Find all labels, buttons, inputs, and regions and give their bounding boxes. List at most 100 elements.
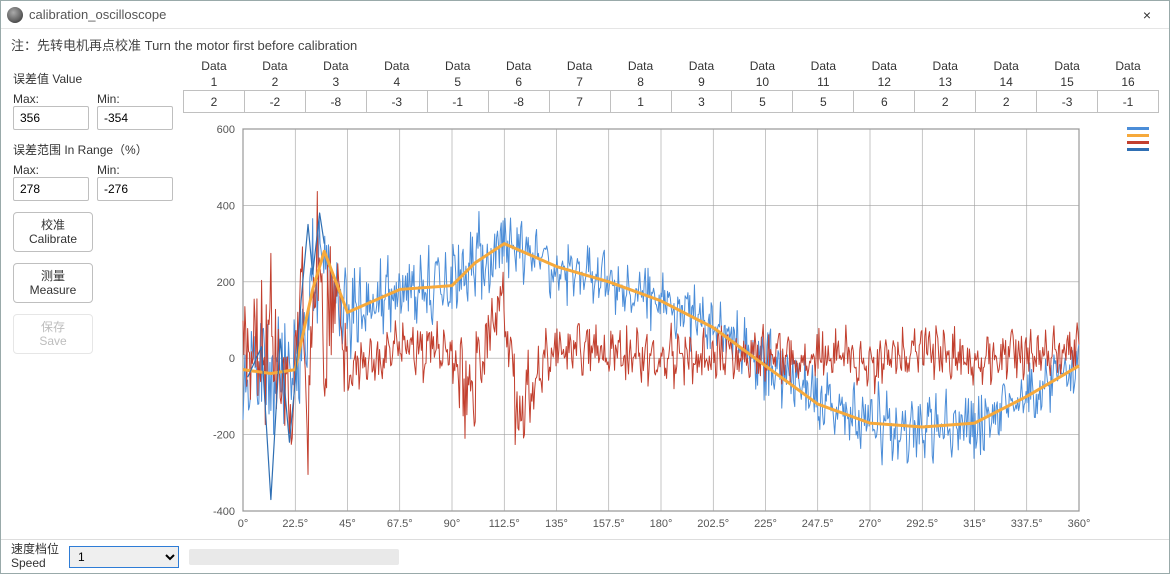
measure-label-en: Measure bbox=[30, 283, 77, 297]
data-cell[interactable]: 6 bbox=[854, 91, 915, 113]
svg-text:225°: 225° bbox=[754, 518, 777, 530]
svg-text:270°: 270° bbox=[859, 518, 882, 530]
data-col-index: 12 bbox=[854, 74, 915, 91]
data-cell[interactable]: 2 bbox=[976, 91, 1037, 113]
save-button: 保存 Save bbox=[13, 314, 93, 354]
data-col-index: 4 bbox=[366, 74, 427, 91]
oscilloscope-chart[interactable]: -400-20002004006000°22.5°45°67.5°90°112.… bbox=[183, 119, 1159, 539]
right-panel: DataDataDataDataDataDataDataDataDataData… bbox=[183, 54, 1169, 539]
data-cell[interactable]: -3 bbox=[1037, 91, 1098, 113]
instruction-note: 注：先转电机再点校准 Turn the motor first before c… bbox=[1, 29, 1169, 54]
svg-text:135°: 135° bbox=[545, 518, 568, 530]
data-col-header: Data bbox=[549, 58, 610, 74]
data-cell[interactable]: 2 bbox=[915, 91, 976, 113]
data-col-header: Data bbox=[732, 58, 793, 74]
data-cell[interactable]: -1 bbox=[1098, 91, 1159, 113]
title-bar: calibration_oscilloscope × bbox=[1, 1, 1169, 29]
legend-swatch bbox=[1127, 127, 1149, 130]
close-icon: × bbox=[1143, 7, 1151, 23]
data-cell[interactable]: -8 bbox=[305, 91, 366, 113]
error-range-min-input[interactable] bbox=[97, 177, 173, 201]
close-button[interactable]: × bbox=[1125, 1, 1169, 28]
svg-text:600: 600 bbox=[217, 124, 235, 136]
legend-swatch bbox=[1127, 134, 1149, 137]
svg-text:180°: 180° bbox=[650, 518, 673, 530]
svg-text:337.5°: 337.5° bbox=[1011, 518, 1043, 530]
error-value-min-label: Min: bbox=[97, 92, 173, 106]
calibrate-button[interactable]: 校准 Calibrate bbox=[13, 212, 93, 252]
data-col-index: 11 bbox=[793, 74, 854, 91]
data-cell[interactable]: 5 bbox=[732, 91, 793, 113]
svg-text:157.5°: 157.5° bbox=[593, 518, 625, 530]
error-value-min-input[interactable] bbox=[97, 106, 173, 130]
window-title: calibration_oscilloscope bbox=[29, 7, 166, 22]
progress-bar bbox=[189, 549, 399, 565]
error-range-max-input[interactable] bbox=[13, 177, 89, 201]
measure-button[interactable]: 测量 Measure bbox=[13, 263, 93, 303]
svg-text:-200: -200 bbox=[213, 430, 235, 442]
app-icon bbox=[7, 7, 23, 23]
data-col-index: 6 bbox=[488, 74, 549, 91]
data-col-header: Data bbox=[244, 58, 305, 74]
data-col-index: 5 bbox=[427, 74, 488, 91]
data-col-header: Data bbox=[427, 58, 488, 74]
data-col-header: Data bbox=[854, 58, 915, 74]
svg-text:247.5°: 247.5° bbox=[802, 518, 834, 530]
data-cell[interactable]: 5 bbox=[793, 91, 854, 113]
measure-label-cn: 测量 bbox=[41, 269, 65, 283]
error-value-max-input[interactable] bbox=[13, 106, 89, 130]
error-range-min-label: Min: bbox=[97, 163, 173, 177]
data-col-index: 15 bbox=[1037, 74, 1098, 91]
content: 注：先转电机再点校准 Turn the motor first before c… bbox=[1, 29, 1169, 573]
data-col-header: Data bbox=[671, 58, 732, 74]
calibrate-label-cn: 校准 bbox=[41, 218, 65, 232]
data-cell[interactable]: -1 bbox=[427, 91, 488, 113]
chart-area: -400-20002004006000°22.5°45°67.5°90°112.… bbox=[183, 119, 1159, 539]
data-cell[interactable]: 7 bbox=[549, 91, 610, 113]
save-label-en: Save bbox=[39, 334, 66, 348]
svg-text:292.5°: 292.5° bbox=[906, 518, 938, 530]
chart-legend bbox=[1127, 127, 1149, 151]
data-col-index: 10 bbox=[732, 74, 793, 91]
data-col-index: 13 bbox=[915, 74, 976, 91]
svg-text:0: 0 bbox=[229, 353, 235, 365]
svg-text:315°: 315° bbox=[963, 518, 986, 530]
data-cell[interactable]: 2 bbox=[184, 91, 245, 113]
svg-text:90°: 90° bbox=[444, 518, 461, 530]
data-col-header: Data bbox=[184, 58, 245, 74]
data-col-index: 2 bbox=[244, 74, 305, 91]
save-label-cn: 保存 bbox=[41, 320, 65, 334]
svg-text:22.5°: 22.5° bbox=[282, 518, 308, 530]
data-col-index: 16 bbox=[1098, 74, 1159, 91]
data-table: DataDataDataDataDataDataDataDataDataData… bbox=[183, 58, 1159, 113]
data-col-index: 14 bbox=[976, 74, 1037, 91]
data-col-header: Data bbox=[976, 58, 1037, 74]
data-col-header: Data bbox=[1098, 58, 1159, 74]
error-value-max-label: Max: bbox=[13, 92, 89, 106]
data-cell[interactable]: 1 bbox=[610, 91, 671, 113]
data-cell[interactable]: 3 bbox=[671, 91, 732, 113]
svg-text:67.5°: 67.5° bbox=[387, 518, 413, 530]
data-col-header: Data bbox=[610, 58, 671, 74]
data-cell[interactable]: -3 bbox=[366, 91, 427, 113]
error-value-label: 误差值 Value bbox=[13, 70, 173, 87]
speed-label-cn: 速度档位 bbox=[11, 543, 59, 556]
speed-select[interactable]: 1 bbox=[69, 546, 179, 568]
data-col-header: Data bbox=[366, 58, 427, 74]
data-col-index: 7 bbox=[549, 74, 610, 91]
data-cell[interactable]: -8 bbox=[488, 91, 549, 113]
data-col-header: Data bbox=[793, 58, 854, 74]
legend-swatch bbox=[1127, 148, 1149, 151]
svg-text:45°: 45° bbox=[339, 518, 356, 530]
data-col-header: Data bbox=[305, 58, 366, 74]
svg-text:360°: 360° bbox=[1068, 518, 1091, 530]
data-col-header: Data bbox=[488, 58, 549, 74]
data-col-index: 1 bbox=[184, 74, 245, 91]
svg-text:-400: -400 bbox=[213, 506, 235, 518]
svg-text:0°: 0° bbox=[238, 518, 249, 530]
main-row: 误差值 Value Max: Min: 误差范围 In Range（%） Max… bbox=[1, 54, 1169, 539]
speed-label: 速度档位 Speed bbox=[11, 543, 59, 569]
data-col-header: Data bbox=[1037, 58, 1098, 74]
error-range-label: 误差范围 In Range（%） bbox=[13, 141, 173, 158]
data-cell[interactable]: -2 bbox=[244, 91, 305, 113]
